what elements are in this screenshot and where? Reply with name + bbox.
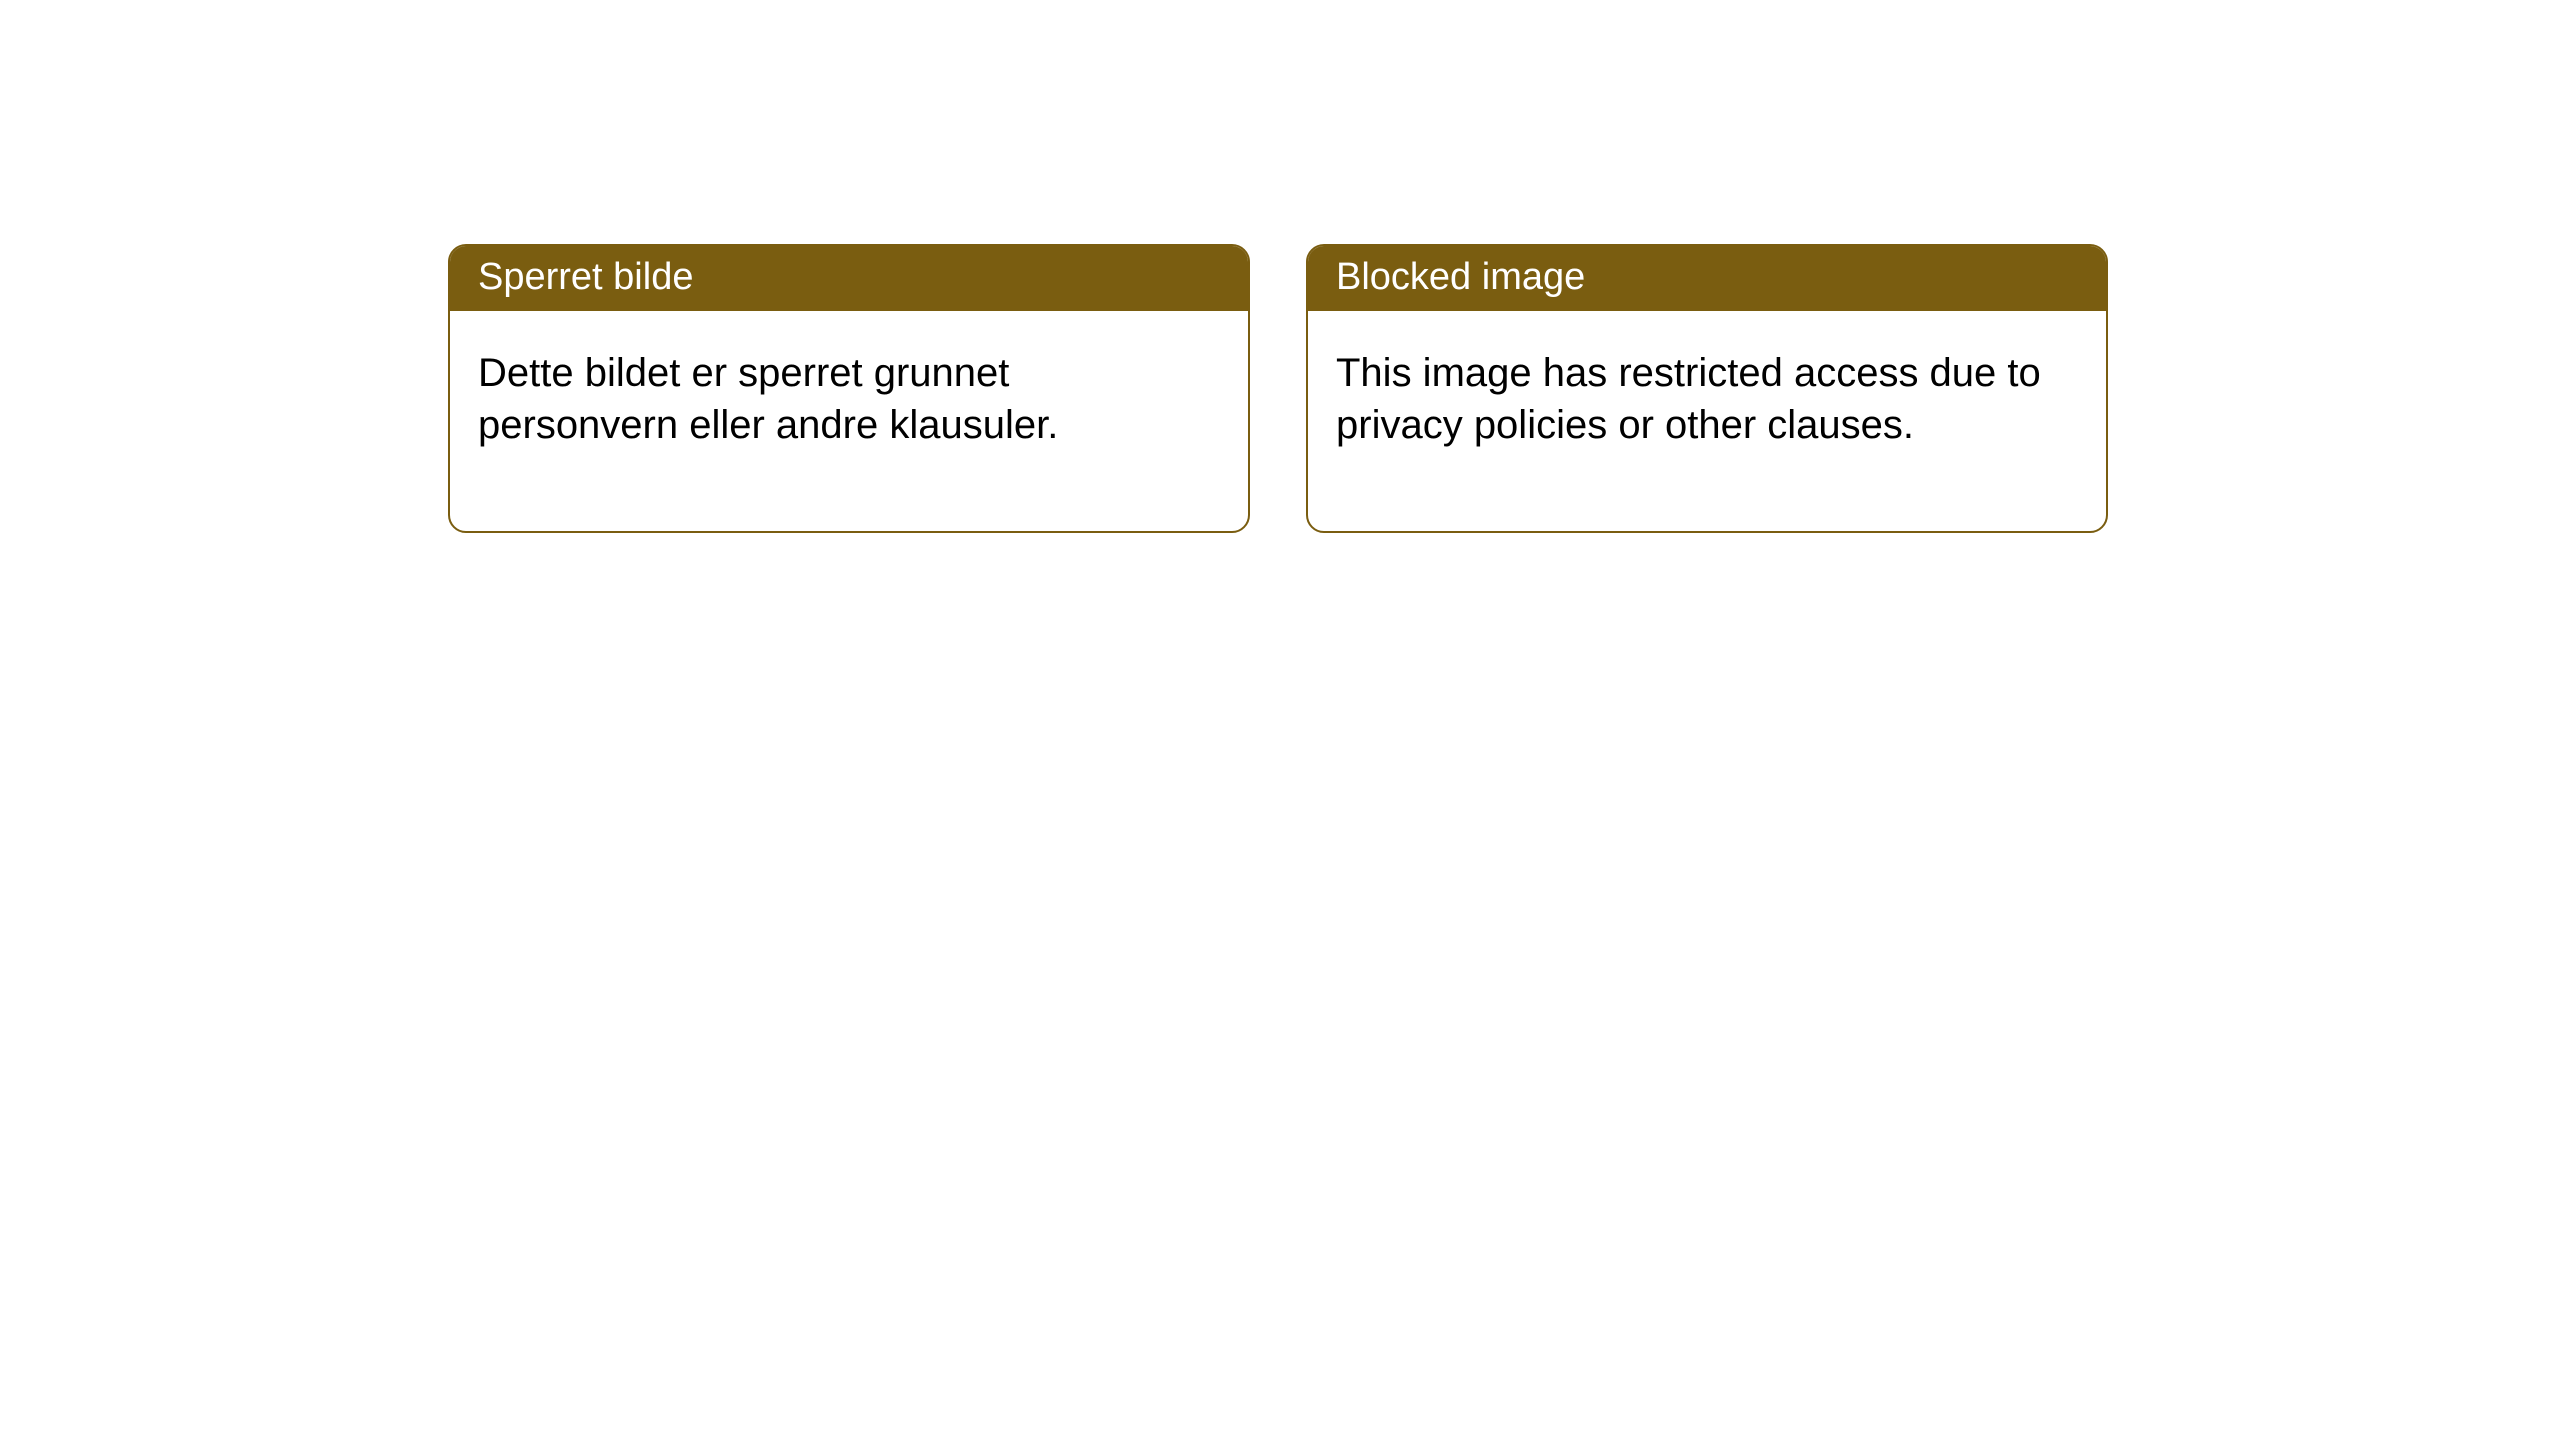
notice-container: Sperret bilde Dette bildet er sperret gr… — [0, 0, 2560, 533]
notice-header: Blocked image — [1308, 246, 2106, 311]
notice-card-norwegian: Sperret bilde Dette bildet er sperret gr… — [448, 244, 1250, 533]
notice-card-english: Blocked image This image has restricted … — [1306, 244, 2108, 533]
notice-body: This image has restricted access due to … — [1308, 311, 2106, 531]
notice-body: Dette bildet er sperret grunnet personve… — [450, 311, 1248, 531]
notice-title: Sperret bilde — [478, 256, 693, 298]
notice-header: Sperret bilde — [450, 246, 1248, 311]
notice-body-text: This image has restricted access due to … — [1336, 351, 2041, 447]
notice-title: Blocked image — [1336, 256, 1585, 298]
notice-body-text: Dette bildet er sperret grunnet personve… — [478, 351, 1058, 447]
